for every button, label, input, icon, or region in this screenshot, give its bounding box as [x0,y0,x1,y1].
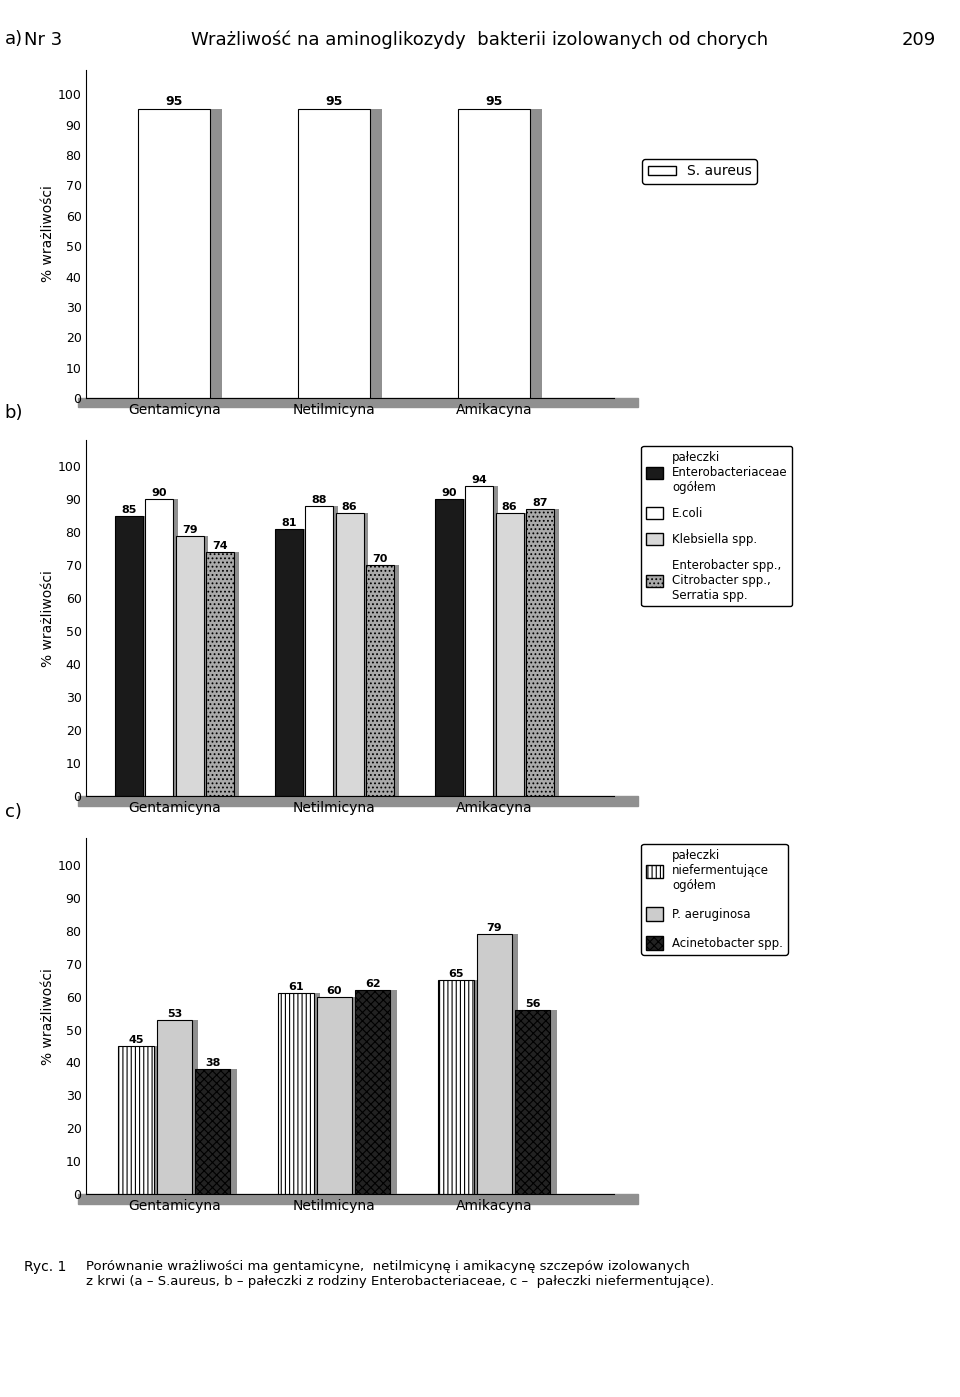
Text: 94: 94 [471,475,487,485]
Bar [554,510,559,796]
Text: 209: 209 [901,31,936,49]
Text: 88: 88 [311,495,327,506]
Bar [435,500,463,796]
Bar [206,552,234,796]
Bar [210,109,222,398]
Bar [299,109,371,398]
Text: 70: 70 [372,555,388,564]
Bar [473,981,480,1194]
Bar [495,513,523,796]
Bar [493,486,498,796]
Bar [523,513,528,796]
Bar [234,552,239,796]
Bar [138,109,210,398]
Text: Ryc. 1: Ryc. 1 [24,1260,66,1274]
Bar [394,566,398,796]
Bar [115,515,143,796]
Bar [317,996,352,1194]
Text: 95: 95 [486,95,503,108]
Bar [79,796,638,806]
Text: 86: 86 [342,502,357,511]
Text: a): a) [5,31,23,49]
Text: c): c) [5,802,21,820]
Bar [355,990,391,1194]
Legend: S. aureus: S. aureus [642,159,757,184]
Bar [531,109,541,398]
Y-axis label: % wrażliwości: % wrażliwości [41,570,55,666]
Bar [278,993,314,1194]
Bar [550,1010,557,1194]
Bar [516,1010,550,1194]
Text: 95: 95 [166,95,183,108]
Bar [526,510,554,796]
Text: Nr 3: Nr 3 [24,31,62,49]
Bar [391,990,396,1194]
Bar [352,996,358,1194]
Bar [195,1069,230,1194]
Bar [366,566,394,796]
Bar [477,933,512,1194]
Bar [204,535,208,796]
Bar [275,529,302,796]
Bar [79,1194,638,1204]
Bar [314,993,320,1194]
Text: 65: 65 [448,970,464,979]
Bar [118,1046,154,1194]
Bar [156,1020,192,1194]
Text: 61: 61 [288,982,303,992]
Text: 81: 81 [281,518,297,528]
Text: 79: 79 [181,525,198,535]
Bar [512,933,518,1194]
Bar [371,109,381,398]
Bar [176,535,204,796]
Bar [302,529,307,796]
Text: 90: 90 [152,489,167,499]
Bar [439,981,473,1194]
Text: 56: 56 [525,999,540,1009]
Text: Porównanie wrażliwości ma gentamicyne,  netilmicynę i amikacynę szczepów izolowa: Porównanie wrażliwości ma gentamicyne, n… [86,1260,714,1288]
Text: 85: 85 [121,504,136,515]
Text: 45: 45 [129,1035,144,1045]
Text: 53: 53 [167,1009,182,1018]
Bar [305,506,333,796]
Text: 60: 60 [326,985,342,996]
Bar [466,486,493,796]
Y-axis label: % wrażliwości: % wrażliwości [41,968,55,1065]
Text: 74: 74 [212,541,228,552]
Text: 86: 86 [502,502,517,511]
Bar [230,1069,237,1194]
Bar [333,506,338,796]
Text: Wrażliwość na aminoglikozydy  bakterii izolowanych od chorych: Wrażliwość na aminoglikozydy bakterii iz… [191,31,769,49]
Text: 87: 87 [532,499,548,509]
Text: b): b) [5,405,23,422]
Bar [364,513,369,796]
Text: 38: 38 [205,1058,221,1069]
Y-axis label: % wrażliwości: % wrażliwości [41,186,55,282]
Bar [143,515,148,796]
Text: 95: 95 [325,95,343,108]
Bar [173,500,178,796]
Text: 79: 79 [487,923,502,933]
Text: 90: 90 [441,489,457,499]
Bar [79,398,638,408]
Bar [145,500,173,796]
Bar [154,1046,160,1194]
Bar [192,1020,199,1194]
Bar [459,109,530,398]
Bar [336,513,364,796]
Text: 62: 62 [365,979,380,989]
Legend: pałeczki
Enterobacteriaceae
ogółem, E.coli, Klebsiella spp., Enterobacter spp.,
: pałeczki Enterobacteriaceae ogółem, E.co… [641,446,792,606]
Bar [463,500,468,796]
Legend: pałeczki
niefermentujące
ogółem, P. aeruginosa, Acinetobacter spp.: pałeczki niefermentujące ogółem, P. aeru… [641,844,788,954]
